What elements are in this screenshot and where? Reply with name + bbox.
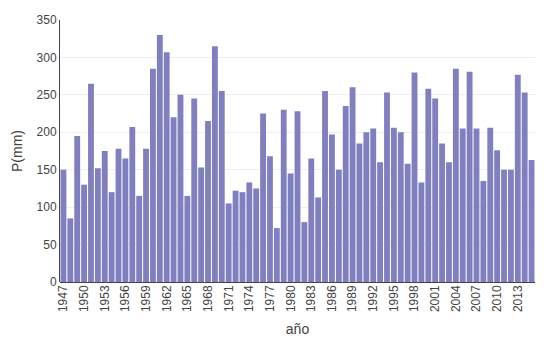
- svg-text:150: 150: [37, 163, 57, 177]
- svg-text:2007: 2007: [469, 285, 483, 312]
- svg-text:1950: 1950: [77, 285, 91, 312]
- svg-text:2010: 2010: [490, 285, 504, 312]
- svg-text:1968: 1968: [201, 285, 215, 312]
- svg-text:1947: 1947: [56, 285, 70, 312]
- svg-text:P(mm): P(mm): [9, 130, 25, 172]
- svg-text:200: 200: [37, 125, 57, 139]
- svg-text:1953: 1953: [98, 285, 112, 312]
- svg-text:300: 300: [37, 51, 57, 65]
- svg-text:2013: 2013: [511, 285, 525, 312]
- svg-text:1992: 1992: [366, 285, 380, 312]
- svg-text:100: 100: [37, 200, 57, 214]
- svg-text:1974: 1974: [242, 285, 256, 312]
- svg-text:2004: 2004: [449, 285, 463, 312]
- svg-text:1959: 1959: [139, 285, 153, 312]
- svg-text:2001: 2001: [428, 285, 442, 312]
- svg-text:50: 50: [43, 238, 57, 252]
- svg-text:1965: 1965: [180, 285, 194, 312]
- svg-text:1956: 1956: [118, 285, 132, 312]
- svg-text:1962: 1962: [160, 285, 174, 312]
- svg-text:año: año: [286, 321, 310, 337]
- svg-text:1983: 1983: [304, 285, 318, 312]
- svg-text:1971: 1971: [222, 285, 236, 312]
- svg-text:1980: 1980: [284, 285, 298, 312]
- svg-text:1998: 1998: [407, 285, 421, 312]
- svg-text:250: 250: [37, 88, 57, 102]
- svg-text:1977: 1977: [263, 285, 277, 312]
- svg-text:1986: 1986: [325, 285, 339, 312]
- svg-text:1995: 1995: [387, 285, 401, 312]
- svg-text:1989: 1989: [345, 285, 359, 312]
- svg-text:0: 0: [50, 275, 57, 289]
- svg-text:350: 350: [37, 13, 57, 27]
